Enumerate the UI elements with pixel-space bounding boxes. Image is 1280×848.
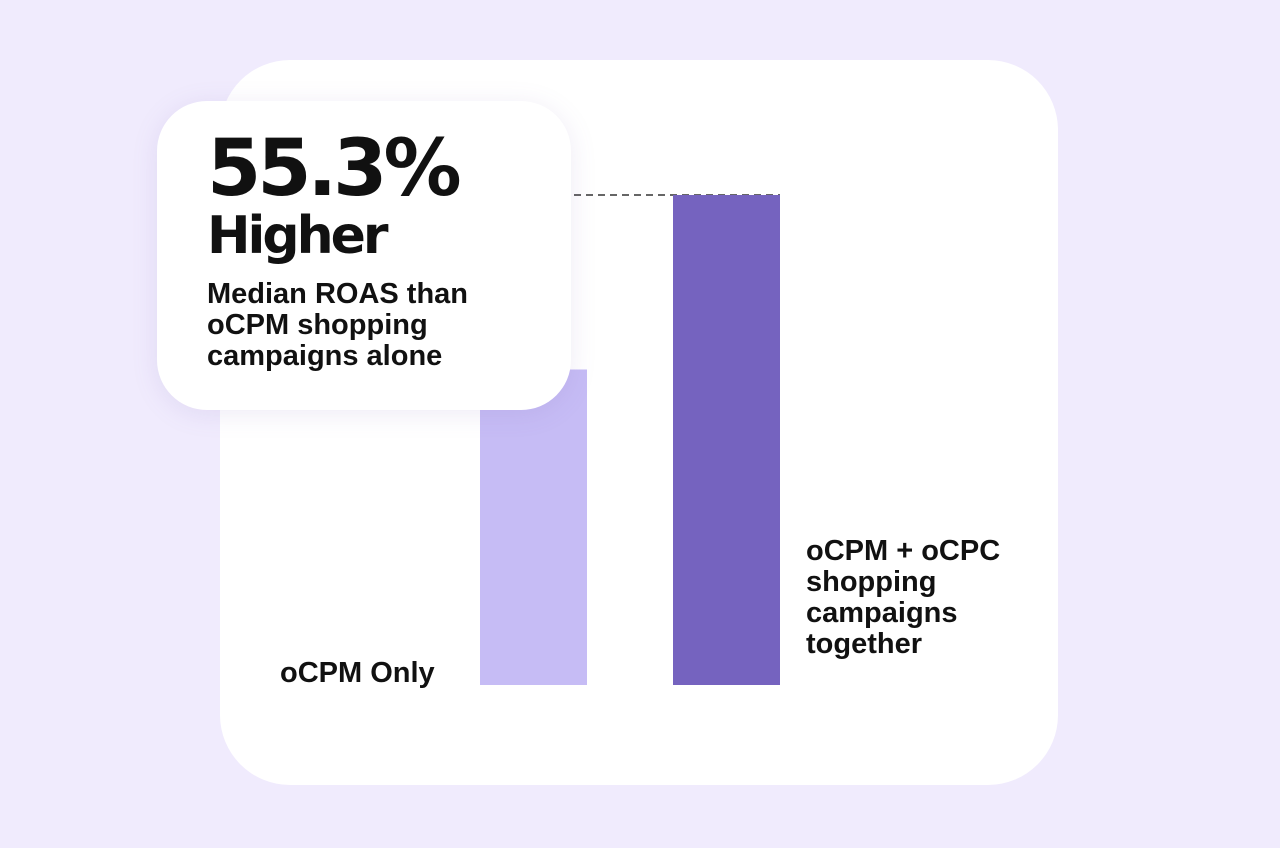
stat-description: Median ROAS than oCPM shopping campaigns… bbox=[207, 278, 469, 372]
bars-group bbox=[480, 195, 780, 685]
bar-2 bbox=[673, 195, 780, 685]
stat-value: 55.3% bbox=[207, 124, 462, 214]
category-label-ocpm-only: oCPM Only bbox=[280, 657, 435, 689]
bar-1 bbox=[480, 369, 587, 685]
category-label-ocpm-ocpc: oCPM + oCPC shopping campaigns together bbox=[806, 535, 1001, 660]
stat-callout: 55.3% Higher Median ROAS than oCPM shopp… bbox=[157, 101, 571, 410]
stat-word: Higher bbox=[207, 206, 389, 266]
